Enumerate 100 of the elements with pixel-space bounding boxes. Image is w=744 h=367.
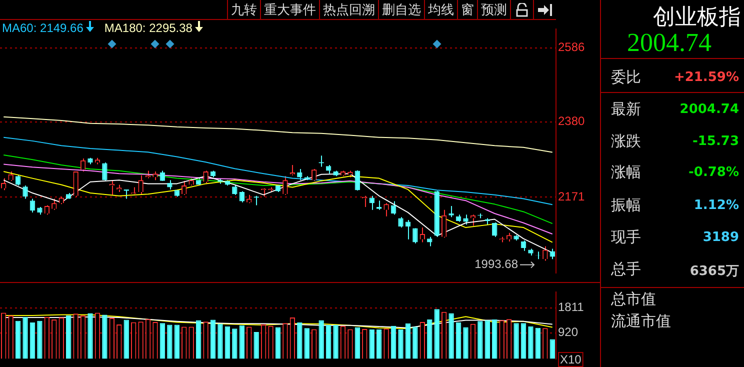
- text: 涨跌: [611, 132, 641, 151]
- text: 删自选: [378, 0, 424, 19]
- candlestick: [102, 162, 108, 182]
- bar: [520, 323, 526, 359]
- y-tick-label: 2171: [558, 189, 586, 204]
- bar: [463, 327, 468, 359]
- candlestick: [427, 236, 432, 247]
- bar: [478, 321, 483, 359]
- bar: [297, 322, 302, 359]
- text: 九转: [227, 0, 260, 19]
- bar: [427, 319, 432, 359]
- bar: [160, 323, 166, 359]
- bar: [456, 322, 462, 359]
- text: 最新: [611, 100, 641, 119]
- y-tick-label: 2586: [558, 40, 586, 54]
- bar: [304, 328, 310, 359]
- bar: [354, 327, 360, 359]
- candlestick: [282, 176, 288, 196]
- text: 流通市值: [611, 312, 671, 331]
- bar: [376, 330, 382, 359]
- bar: [412, 326, 418, 359]
- candlestick: [492, 222, 498, 238]
- candlestick: [318, 155, 324, 168]
- bar: [535, 328, 541, 359]
- bar: [484, 320, 490, 359]
- bar: [398, 330, 404, 359]
- bar: [275, 327, 281, 359]
- text: 3189: [702, 230, 739, 245]
- bar: [514, 323, 519, 359]
- bar: [167, 324, 172, 359]
- text: 2004.74: [680, 102, 739, 117]
- candlestick: [203, 170, 208, 184]
- bar: [492, 319, 498, 359]
- candlestick: [550, 248, 555, 260]
- candlestick: [73, 170, 78, 198]
- text: 均线: [424, 0, 457, 19]
- candlestick: [441, 209, 447, 238]
- candlestick: [167, 180, 172, 190]
- bar: [369, 330, 374, 359]
- text: +21.59%: [674, 70, 739, 85]
- legend-label: MA60: 2149.66: [2, 21, 84, 35]
- bar: [232, 328, 238, 359]
- bar: [239, 325, 244, 359]
- bar: [326, 325, 332, 359]
- bar: [224, 326, 230, 359]
- text: -0.78%: [688, 165, 739, 180]
- text: X10: [560, 352, 582, 366]
- bar: [405, 323, 411, 359]
- bar: [528, 326, 534, 359]
- bar: [102, 314, 108, 359]
- y-tick-label: 1811: [558, 300, 584, 314]
- candlestick: [254, 195, 259, 206]
- candlestick: [384, 202, 389, 217]
- bar: [30, 322, 36, 359]
- bar: [174, 324, 180, 359]
- text: -15.73: [692, 134, 739, 149]
- bar: [550, 339, 555, 359]
- candlestick: [312, 168, 317, 182]
- candlestick: [80, 158, 86, 172]
- candlestick: [369, 195, 374, 210]
- bar: [390, 326, 396, 359]
- y-tick-label: 2380: [558, 114, 586, 128]
- bar: [15, 320, 21, 359]
- text: 1.12%: [694, 198, 739, 213]
- bar: [333, 325, 338, 359]
- text: 涨幅: [611, 163, 641, 182]
- text: 6365万: [690, 263, 739, 280]
- text: 预测: [477, 0, 510, 19]
- text: 窗: [457, 0, 477, 19]
- text: 总市值: [611, 290, 656, 309]
- bar: [254, 332, 259, 359]
- bar: [66, 316, 72, 359]
- candlestick: [412, 228, 418, 244]
- candlestick: [297, 168, 302, 181]
- y-tick-label: 920: [558, 325, 578, 340]
- candlestick: [239, 190, 244, 203]
- text: 振幅: [611, 196, 641, 215]
- bar: [210, 320, 216, 359]
- candlestick: [138, 174, 144, 196]
- bar: [448, 313, 454, 359]
- legend-label: MA180: 2295.38: [104, 21, 194, 35]
- text: 总手: [611, 260, 641, 279]
- candlestick: [542, 246, 548, 262]
- bar: [434, 309, 440, 359]
- text: 现手: [611, 228, 641, 247]
- bar: [88, 313, 93, 359]
- bar: [318, 320, 324, 359]
- candlestick: [463, 214, 468, 226]
- candlestick: [22, 184, 28, 200]
- bar: [218, 324, 223, 359]
- bar: [37, 320, 42, 359]
- annotation: 1993.68: [474, 257, 518, 272]
- candlestick: [30, 198, 36, 213]
- text: 热点回溯: [319, 0, 378, 19]
- text: 委比: [611, 68, 641, 87]
- bar: [124, 320, 129, 359]
- bar: [196, 320, 202, 359]
- bar: [22, 316, 28, 359]
- text: 重大事件: [260, 0, 319, 19]
- candlestick: [354, 170, 360, 192]
